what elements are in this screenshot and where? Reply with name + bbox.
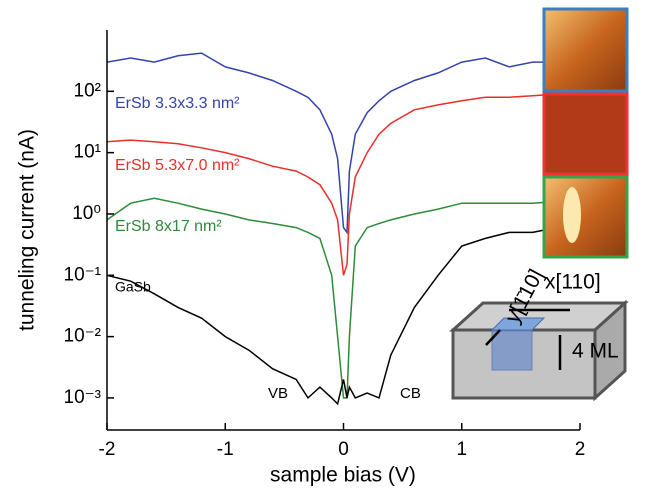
series-line <box>107 222 580 406</box>
annotation: x[110] <box>545 271 601 294</box>
series-label: GaSb <box>115 279 151 295</box>
series-label: ErSb 3.3x3.3 nm² <box>115 95 240 112</box>
box-diagram: x[110] y[1̄10] 4 ML <box>449 266 629 402</box>
y-tick-label: 10⁻³ <box>64 387 102 408</box>
series-label: ErSb 5.3x7.0 nm² <box>115 157 240 174</box>
y-tick-label: 10⁰ <box>72 203 101 224</box>
inset-image <box>542 7 629 93</box>
annotation: 4 ML <box>572 340 619 363</box>
x-tick-label: 0 <box>338 439 349 460</box>
island <box>563 187 581 243</box>
x-tick-label: 1 <box>456 439 467 460</box>
x-axis-title: sample bias (V) <box>270 464 416 487</box>
x-tick-label: -2 <box>99 439 116 460</box>
series-label: ErSb 8x17 nm² <box>115 218 222 235</box>
annotation: CB <box>400 385 421 402</box>
y-tick-label: 10⁻¹ <box>64 264 102 285</box>
x-tick-label: 2 <box>575 439 586 460</box>
series-line <box>107 52 580 235</box>
annotation: VB <box>268 385 288 402</box>
y-axis-title: tunneling current (nA) <box>16 129 39 331</box>
series-line <box>107 197 580 399</box>
series-line <box>107 90 580 276</box>
y-tick-label: 10² <box>74 80 101 101</box>
x-tick-label: -1 <box>217 439 234 460</box>
inset-image <box>542 175 629 259</box>
inset-image <box>542 92 629 176</box>
y-tick-label: 10¹ <box>74 142 101 163</box>
y-tick-label: 10⁻² <box>64 326 102 347</box>
stm-insets <box>542 7 629 259</box>
